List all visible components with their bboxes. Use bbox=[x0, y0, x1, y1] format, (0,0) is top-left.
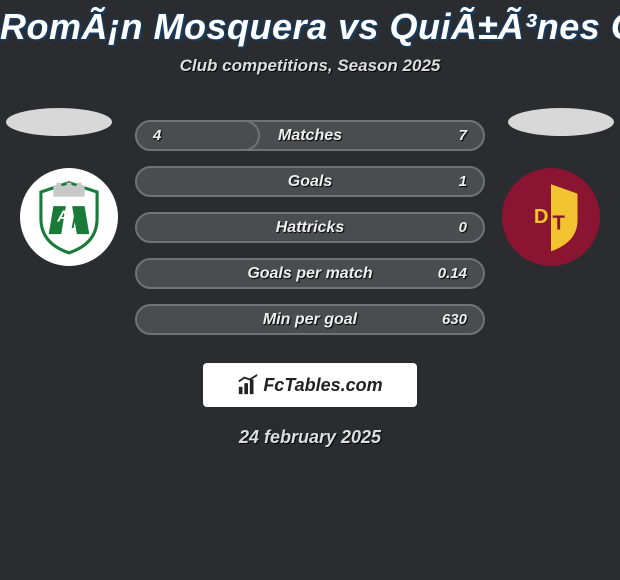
stat-value-right: 7 bbox=[459, 127, 467, 144]
svg-text:T: T bbox=[553, 212, 566, 234]
stat-bar: Min per goal 630 bbox=[135, 304, 485, 335]
team-crest-left: A N bbox=[20, 168, 118, 266]
stat-label: Matches bbox=[278, 127, 342, 145]
svg-text:D: D bbox=[534, 206, 549, 228]
stat-label: Goals bbox=[288, 173, 332, 191]
stat-value-right: 1 bbox=[459, 173, 467, 190]
svg-text:N: N bbox=[71, 215, 83, 232]
date-text: 24 february 2025 bbox=[0, 427, 620, 448]
brand-text: FcTables.com bbox=[263, 375, 382, 396]
page-title: RomÃ¡n Mosquera vs QuiÃ±Ã³nes GarcÃ­a bbox=[0, 6, 620, 48]
subtitle: Club competitions, Season 2025 bbox=[0, 56, 620, 76]
stat-value-right: 0.14 bbox=[438, 265, 467, 282]
stat-bar: 4 Matches 7 bbox=[135, 120, 485, 151]
bar-chart-icon bbox=[237, 374, 259, 396]
main-area: A N D T 4 Matches 7 Goals 1 Hattricks 0 Goals p… bbox=[0, 108, 620, 448]
brand-badge[interactable]: FcTables.com bbox=[203, 363, 417, 407]
comparison-card: RomÃ¡n Mosquera vs QuiÃ±Ã³nes GarcÃ­a Cl… bbox=[0, 0, 620, 448]
deportes-tolima-icon: D T bbox=[512, 178, 590, 256]
stats-bars: 4 Matches 7 Goals 1 Hattricks 0 Goals per match… bbox=[135, 108, 485, 335]
ellipse-right bbox=[508, 108, 614, 136]
atletico-nacional-icon: A N bbox=[30, 178, 108, 256]
stat-label: Min per goal bbox=[263, 311, 357, 329]
stat-value-right: 630 bbox=[442, 311, 467, 328]
stat-value-left: 4 bbox=[153, 127, 161, 144]
team-crest-right: D T bbox=[502, 168, 600, 266]
ellipse-left bbox=[6, 108, 112, 136]
stat-bar: Goals 1 bbox=[135, 166, 485, 197]
stat-label: Goals per match bbox=[247, 265, 372, 283]
stat-bar: Hattricks 0 bbox=[135, 212, 485, 243]
svg-text:A: A bbox=[56, 209, 68, 226]
stat-value-right: 0 bbox=[459, 219, 467, 236]
stat-bar: Goals per match 0.14 bbox=[135, 258, 485, 289]
stat-label: Hattricks bbox=[276, 219, 344, 237]
